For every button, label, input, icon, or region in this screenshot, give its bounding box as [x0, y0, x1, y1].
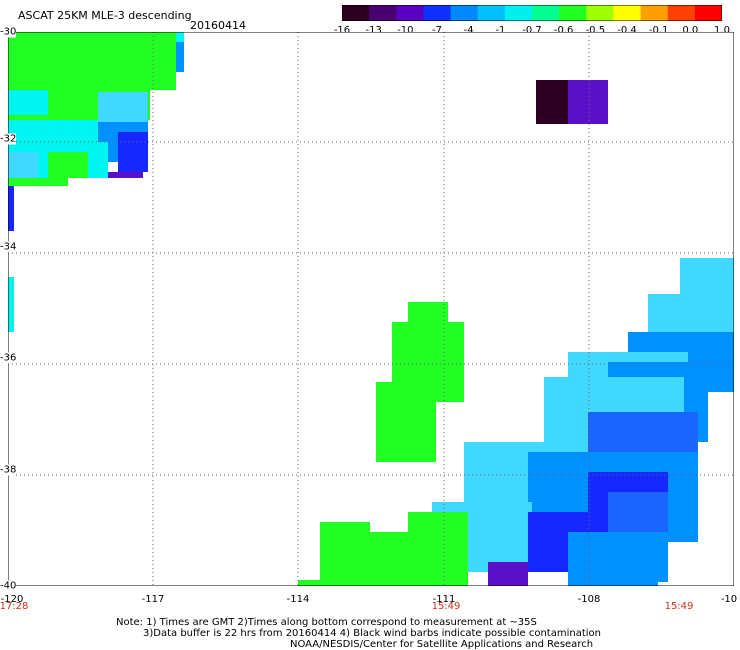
colorbar-label: 1.0: [714, 25, 730, 36]
wind-cell-block: [488, 562, 528, 586]
wind-swath-data: [8, 32, 734, 586]
lon-label: -117: [141, 594, 165, 605]
wind-cell-block: [8, 186, 14, 231]
lat-label: -34: [0, 241, 17, 253]
colorbar-swatch: [532, 5, 560, 21]
wind-cell-block: [376, 382, 436, 462]
map-plot: [8, 32, 734, 586]
wind-cell-block: [568, 80, 608, 124]
colorbar-label: -10: [397, 25, 414, 36]
map-date: 20160414: [190, 19, 246, 32]
wind-cell-block: [8, 277, 14, 332]
colorbar-swatch: [613, 5, 642, 21]
colorbar-swatch: [396, 5, 424, 21]
time-label: 17:28: [0, 601, 29, 612]
time-label: 15:49: [431, 601, 461, 612]
lon-label: -10: [720, 594, 738, 605]
lon-label: -114: [286, 594, 310, 605]
colorbar-label: -16: [333, 25, 351, 36]
wind-cell-block: [8, 32, 176, 90]
colorbar-label: -13: [365, 25, 382, 36]
colorbar-label: -0.6: [553, 25, 574, 36]
lat-label: -36: [0, 352, 17, 364]
lat-label: -38: [0, 464, 17, 476]
wind-cell-block: [608, 492, 668, 532]
map-title: ASCAT 25KM MLE-3 descending: [18, 9, 192, 22]
colorbar-swatch: [559, 5, 587, 21]
wind-cell-block: [176, 42, 184, 72]
colorbar-label: -0.5: [585, 25, 606, 36]
colorbar-swatch: [694, 5, 722, 21]
colorbar-label: -4: [463, 25, 474, 36]
lat-label: -32: [0, 133, 17, 145]
wind-cell-block: [298, 580, 358, 586]
wind-cell-block: [118, 132, 148, 172]
wind-cell-block: [48, 152, 88, 178]
wind-cell-block: [568, 572, 658, 586]
colorbar-swatch: [342, 5, 370, 21]
note-line-1: Note: 1) Times are GMT 2)Times along bot…: [116, 617, 537, 628]
colorbar-swatch: [640, 5, 669, 21]
note-line-2: 3)Data buffer is 22 hrs from 20160414 4)…: [143, 628, 601, 639]
lon-label: -111: [432, 594, 456, 605]
time-label: 15:49: [664, 601, 694, 612]
colorbar-swatch: [504, 5, 533, 21]
wind-cell-block: [8, 178, 68, 186]
wind-cell-block: [108, 172, 143, 178]
colorbar-label: -0.4: [617, 25, 637, 36]
colorbar-label: 0.0: [682, 25, 699, 36]
note-line-3: NOAA/NESDIS/Center for Satellite Applica…: [290, 639, 594, 650]
wind-cell-block: [320, 522, 370, 586]
colorbar-label: -1: [495, 25, 506, 36]
colorbar: [342, 5, 722, 21]
lat-label: -30: [0, 26, 17, 38]
colorbar-swatch: [667, 5, 696, 21]
lat-label: -40: [0, 580, 17, 592]
colorbar-swatch: [477, 5, 506, 21]
colorbar-label: -0.7: [522, 25, 542, 36]
colorbar-swatch: [586, 5, 614, 21]
wind-cell-block: [8, 152, 38, 178]
wind-cell-block: [8, 90, 48, 115]
lon-label: -120: [0, 594, 24, 605]
colorbar-swatch: [450, 5, 479, 21]
colorbar-swatch: [369, 5, 397, 21]
lon-label: -108: [577, 594, 601, 605]
colorbar-label: -0.1: [648, 25, 669, 36]
colorbar-label: -7: [432, 25, 442, 36]
wind-cell-block: [408, 512, 468, 586]
colorbar-swatch: [423, 5, 452, 21]
wind-cell-block: [88, 142, 108, 178]
